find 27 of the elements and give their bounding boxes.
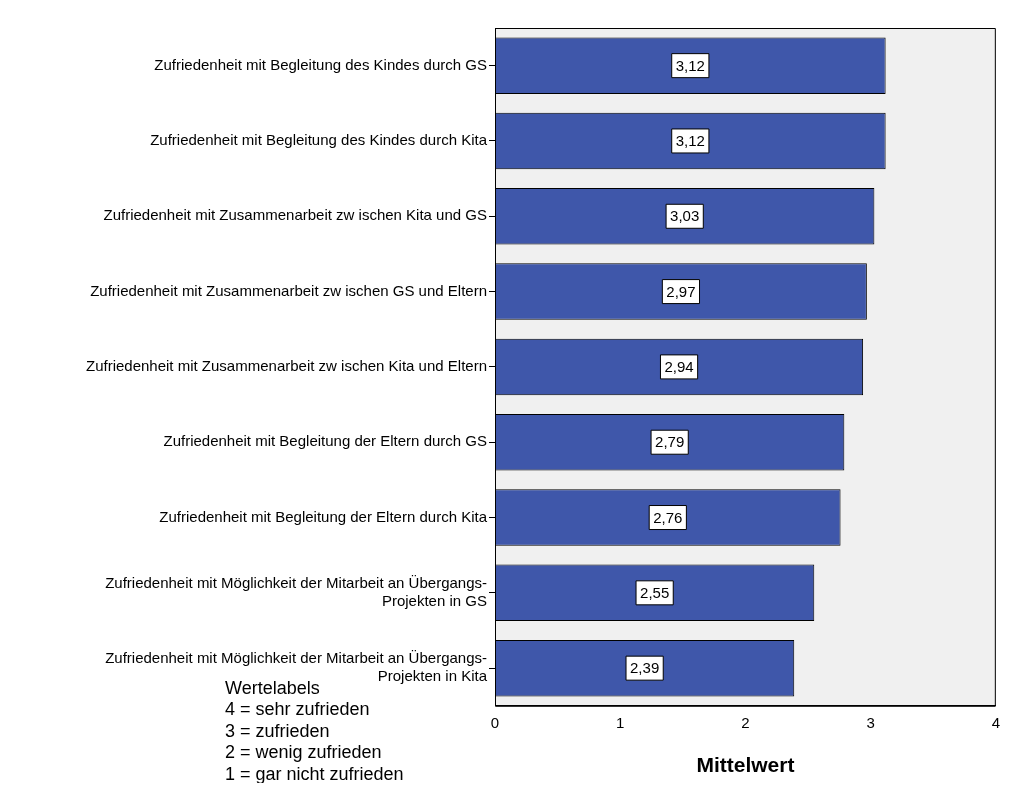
y-tick-label: Zufriedenheit mit Begleitung der Eltern durch GS [163, 432, 487, 450]
data-label: 2,97 [666, 282, 696, 300]
y-tick-label: Zufriedenheit mit Begleitung der Eltern durch Kita [159, 507, 488, 525]
data-label: 2,55 [640, 583, 670, 601]
x-tick-label: 3 [866, 713, 875, 731]
data-label: 2,94 [664, 358, 694, 376]
x-tick-label: 0 [490, 713, 500, 731]
y-tick-label: Zufriedenheit mit Begleitung des Kindes durch GS [154, 55, 487, 73]
x-axis-title: Mittelwert [696, 753, 795, 777]
x-tick-label: 2 [741, 713, 750, 731]
data-label: 3,12 [675, 56, 705, 74]
text: 3 = zufrieden [225, 720, 330, 741]
x-tick-label: 4 [991, 713, 1000, 731]
data-label: 2,79 [655, 433, 685, 451]
y-tick-label: Zufriedenheit mit Zusammenarbeit zw ischen GS und Eltern [90, 281, 487, 299]
data-label: 2,76 [653, 508, 683, 526]
data-label: 2,39 [630, 659, 660, 677]
y-tick-label: Zufriedenheit mit Zusammenarbeit zw ischen Kita und Eltern [85, 357, 487, 375]
text: 2 = wenig zufrieden [225, 742, 382, 763]
data-label: 3,03 [670, 207, 700, 225]
data-label: 3,12 [675, 132, 705, 150]
y-tick-label: Zufriedenheit mit Möglichkeit der Mitarbeit an Übergangs- Projekten in GS [105, 573, 487, 609]
x-tick-label: 1 [616, 713, 625, 731]
text: 4 = sehr zufrieden [225, 699, 370, 720]
y-tick-label: Zufriedenheit mit Begleitung des Kindes durch Kita [150, 131, 488, 149]
y-tick-label: Zufriedenheit mit Zusammenarbeit zw ischen Kita und GS [103, 206, 487, 224]
text: 1 = gar nicht zufrieden [225, 763, 404, 784]
